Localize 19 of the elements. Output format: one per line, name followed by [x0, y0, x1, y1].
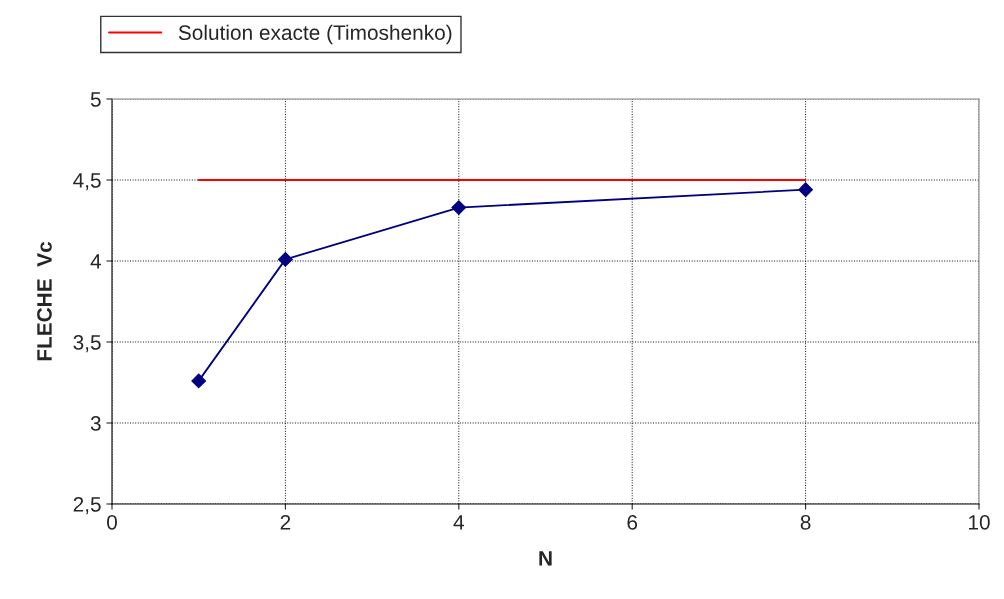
- y-tick-label: 2,5: [73, 497, 101, 515]
- y-tick-label: 4: [90, 254, 101, 269]
- y-tick-label: 4,5: [73, 173, 101, 191]
- y-axis-title: FLECHE Vc: [37, 241, 52, 361]
- point: [278, 251, 293, 267]
- y-tick-label: 3: [90, 416, 101, 431]
- point: [798, 182, 813, 198]
- point: [451, 200, 467, 215]
- x-tick-label: 4: [453, 515, 464, 530]
- legend-label: Solution exacte (Timoshenko): [178, 24, 452, 45]
- point: [191, 373, 207, 389]
- x-tick-label: 2: [280, 514, 291, 530]
- x-tick-label: 6: [627, 514, 638, 530]
- x-tick-label: 8: [800, 514, 811, 530]
- y-tick-label: 3,5: [73, 335, 101, 353]
- x-tick-label: 0: [107, 514, 117, 530]
- x-tick-label: 10: [969, 514, 990, 530]
- y-tick-label: 5: [90, 92, 101, 107]
- x-axis-title: N: [539, 551, 552, 566]
